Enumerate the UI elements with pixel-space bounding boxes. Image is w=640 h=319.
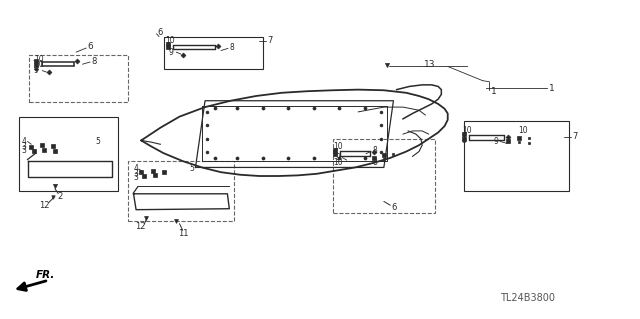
Text: 5: 5 <box>189 164 194 173</box>
Text: 2: 2 <box>57 191 62 201</box>
Text: 10: 10 <box>333 142 342 151</box>
Text: 8: 8 <box>92 56 97 65</box>
Text: 4: 4 <box>134 164 138 173</box>
Text: 6: 6 <box>392 203 397 212</box>
Text: 9: 9 <box>493 137 499 145</box>
Text: 9: 9 <box>335 153 340 162</box>
Text: 6: 6 <box>87 42 93 51</box>
Text: 10: 10 <box>166 36 175 45</box>
Text: 10: 10 <box>462 126 472 135</box>
Text: 11: 11 <box>178 229 189 238</box>
Text: 12: 12 <box>135 222 145 231</box>
Text: 8: 8 <box>462 136 467 145</box>
Bar <box>19 117 118 191</box>
Bar <box>29 55 129 102</box>
Text: TL24B3800: TL24B3800 <box>500 293 555 303</box>
Text: 8: 8 <box>372 158 377 167</box>
Text: 10: 10 <box>34 60 44 69</box>
Text: 7: 7 <box>572 132 578 141</box>
Text: 7: 7 <box>268 36 273 45</box>
Text: 3: 3 <box>21 142 26 151</box>
Text: 1: 1 <box>491 87 497 96</box>
Text: 9: 9 <box>34 66 39 75</box>
Text: 8: 8 <box>229 43 234 52</box>
Text: 6: 6 <box>157 28 163 37</box>
Bar <box>333 139 435 213</box>
Text: 4: 4 <box>21 137 26 145</box>
Text: 10: 10 <box>34 55 44 64</box>
Text: 10: 10 <box>333 158 342 167</box>
Text: 3: 3 <box>134 169 138 178</box>
Text: FR.: FR. <box>36 270 55 279</box>
Text: 10: 10 <box>518 126 527 135</box>
Text: 3: 3 <box>21 146 26 155</box>
Text: 5: 5 <box>95 137 100 145</box>
Text: 1: 1 <box>548 84 554 93</box>
Bar <box>129 161 234 221</box>
Text: 13: 13 <box>424 60 435 69</box>
Bar <box>464 122 569 191</box>
Bar <box>164 37 262 69</box>
Text: 8: 8 <box>372 146 377 155</box>
Text: 3: 3 <box>134 173 138 182</box>
Text: 12: 12 <box>39 201 49 210</box>
Text: 9: 9 <box>168 48 173 57</box>
